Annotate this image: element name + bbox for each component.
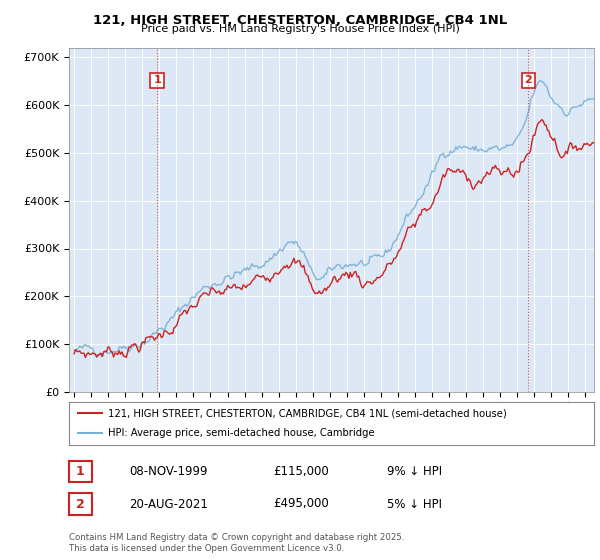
Text: £115,000: £115,000 (273, 465, 329, 478)
Text: 5% ↓ HPI: 5% ↓ HPI (387, 497, 442, 511)
Text: Price paid vs. HM Land Registry's House Price Index (HPI): Price paid vs. HM Land Registry's House … (140, 24, 460, 34)
Text: 1: 1 (153, 75, 161, 85)
Text: £495,000: £495,000 (273, 497, 329, 511)
Text: Contains HM Land Registry data © Crown copyright and database right 2025.
This d: Contains HM Land Registry data © Crown c… (69, 533, 404, 553)
Text: 2: 2 (524, 75, 532, 85)
Text: 9% ↓ HPI: 9% ↓ HPI (387, 465, 442, 478)
Text: 121, HIGH STREET, CHESTERTON, CAMBRIDGE, CB4 1NL: 121, HIGH STREET, CHESTERTON, CAMBRIDGE,… (93, 14, 507, 27)
Text: 121, HIGH STREET, CHESTERTON, CAMBRIDGE, CB4 1NL (semi-detached house): 121, HIGH STREET, CHESTERTON, CAMBRIDGE,… (109, 408, 507, 418)
Text: 20-AUG-2021: 20-AUG-2021 (129, 497, 208, 511)
Text: 2: 2 (76, 497, 85, 511)
Text: HPI: Average price, semi-detached house, Cambridge: HPI: Average price, semi-detached house,… (109, 428, 375, 438)
Text: 1: 1 (76, 465, 85, 478)
Text: 08-NOV-1999: 08-NOV-1999 (129, 465, 208, 478)
